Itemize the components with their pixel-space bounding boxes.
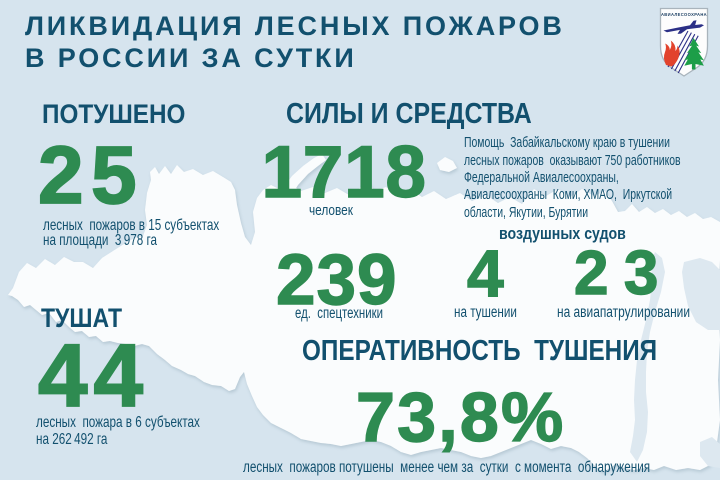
svg-text:АВИАЛЕСООХРАНА: АВИАЛЕСООХРАНА [661, 12, 707, 17]
